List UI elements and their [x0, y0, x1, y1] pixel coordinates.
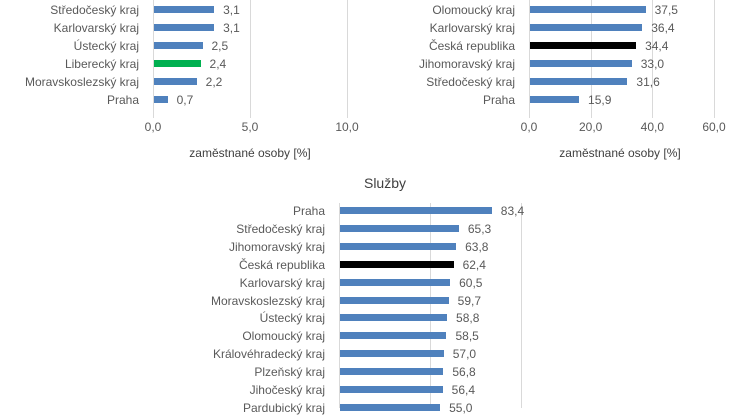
- chart-title: Služby: [363, 175, 407, 191]
- x-tick-label: 5,0: [241, 120, 259, 134]
- x-tick-label: 0,0: [144, 120, 162, 134]
- gridline: [153, 0, 154, 118]
- data-label: 83,4: [500, 204, 525, 218]
- data-label: 0,7: [176, 93, 194, 107]
- data-label: 15,9: [588, 93, 612, 107]
- gridline: [347, 0, 348, 118]
- category-label: Moravskoslezský kraj: [24, 75, 139, 89]
- gridline: [521, 203, 522, 408]
- data-label: 31,6: [636, 75, 660, 89]
- bar: [530, 60, 632, 67]
- x-tick-label: 0,0: [520, 120, 538, 134]
- category-label: Jihomoravský kraj: [418, 57, 515, 71]
- data-label: 63,8: [465, 239, 489, 254]
- category-label: Plzeňský kraj: [254, 365, 325, 380]
- category-label: Ústecký kraj: [73, 39, 139, 53]
- bar: [154, 60, 201, 67]
- x-tick-label: 60,0: [702, 120, 726, 134]
- gridline: [714, 0, 715, 118]
- bar: [340, 224, 459, 232]
- bar: [340, 260, 454, 268]
- data-label: 56,4: [451, 383, 475, 397]
- data-label: 36,4: [651, 21, 675, 35]
- bar: [340, 386, 443, 393]
- data-label: 65,3: [467, 221, 492, 236]
- x-tick-label: 40,0: [640, 120, 665, 134]
- bar: [340, 314, 448, 322]
- bar: [340, 278, 451, 286]
- bar: [340, 403, 441, 411]
- bar: [340, 242, 457, 250]
- category-label: Olomoucký kraj: [432, 3, 515, 17]
- category-label: Česká republika: [428, 39, 515, 53]
- bar: [530, 6, 646, 13]
- data-label: 2,5: [211, 39, 229, 53]
- data-label: 3,1: [223, 3, 240, 17]
- category-label: Ústecký kraj: [259, 311, 325, 326]
- bar: [530, 96, 580, 103]
- bar: [530, 24, 643, 31]
- category-label: Karlovarský kraj: [429, 21, 515, 35]
- bar: [154, 78, 197, 85]
- bar: [154, 42, 203, 49]
- x-tick-label: 20,0: [578, 120, 603, 134]
- data-label: 2,2: [205, 75, 223, 89]
- data-label: 37,5: [654, 3, 678, 17]
- data-label: 56,8: [452, 365, 476, 380]
- category-label: Praha: [106, 93, 139, 107]
- bar: [154, 96, 168, 103]
- bar: [340, 350, 444, 358]
- data-label: 33,0: [640, 57, 665, 71]
- bar: [340, 207, 492, 214]
- data-label: 62,4: [462, 257, 486, 272]
- data-label: 58,5: [455, 329, 479, 344]
- gridline: [652, 0, 654, 118]
- x-axis-label: zaměstnané osoby [%]: [559, 146, 681, 160]
- category-label: Jihočeský kraj: [249, 383, 325, 397]
- bar: [340, 332, 447, 340]
- category-label: Středočeský kraj: [426, 75, 515, 89]
- category-label: Královéhradecký kraj: [212, 347, 325, 362]
- bar: [530, 42, 637, 49]
- category-label: Moravskoslezský kraj: [210, 293, 325, 308]
- category-label: Jihomoravský kraj: [228, 239, 325, 254]
- category-label: Karlovarský kraj: [239, 275, 325, 290]
- x-tick-label: 10,0: [335, 120, 359, 134]
- data-label: 2,4: [209, 57, 227, 71]
- gridline: [339, 203, 340, 408]
- bar: [340, 296, 449, 304]
- category-label: Liberecký kraj: [64, 57, 139, 71]
- data-label: 59,7: [457, 293, 481, 308]
- gridline: [529, 0, 530, 118]
- bar: [154, 24, 215, 31]
- data-label: 58,8: [456, 311, 480, 326]
- gridline: [430, 203, 431, 408]
- category-label: Praha: [482, 93, 515, 107]
- category-label: Praha: [292, 204, 325, 218]
- category-label: Středočeský kraj: [50, 3, 139, 17]
- bar: [530, 78, 628, 85]
- data-label: 3,1: [223, 21, 240, 35]
- gridline: [590, 0, 592, 118]
- bar: [340, 368, 444, 376]
- category-label: Karlovarský kraj: [53, 21, 139, 35]
- gridline: [250, 0, 251, 118]
- data-label: 57,0: [452, 347, 477, 362]
- category-label: Olomoucký kraj: [242, 329, 325, 344]
- bar: [154, 6, 215, 13]
- x-axis-label: zaměstnané osoby [%]: [189, 146, 311, 160]
- data-label: 34,4: [645, 39, 669, 53]
- category-label: Středočeský kraj: [236, 221, 325, 236]
- data-label: 60,5: [459, 275, 483, 290]
- category-label: Česká republika: [238, 257, 325, 272]
